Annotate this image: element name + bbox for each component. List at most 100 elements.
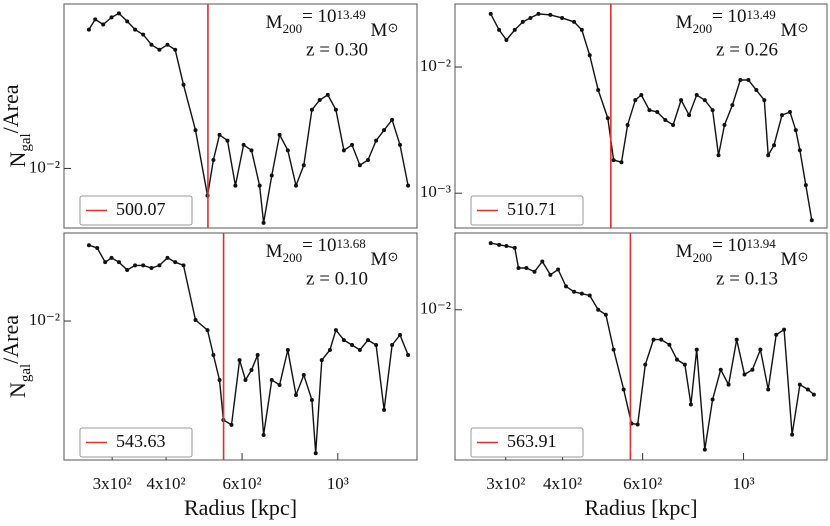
y-axis-label-part: gal [18, 364, 34, 382]
data-point [548, 272, 553, 277]
data-point [133, 27, 138, 32]
annotation-part: 200 [283, 250, 303, 265]
legend-box [79, 427, 193, 458]
data-point [285, 148, 290, 153]
data-point [655, 110, 660, 115]
x-tick-label: 10³ [732, 474, 754, 493]
data-point [95, 245, 100, 250]
data-point [109, 255, 114, 260]
y-tick-label: 10⁻² [420, 56, 451, 75]
plot-area [86, 233, 411, 460]
data-point [382, 407, 387, 412]
data-point [149, 265, 154, 270]
data-point [205, 328, 210, 333]
data-point [319, 358, 324, 363]
data-point [225, 138, 230, 143]
data-point [406, 353, 411, 358]
y-tick-label: 10⁻³ [420, 182, 451, 201]
data-point [165, 255, 170, 260]
annotation-part: ⊙ [387, 20, 398, 35]
x-tick-label: 4x10² [543, 474, 582, 493]
data-point [357, 347, 362, 352]
annotation-part: M [266, 241, 283, 262]
data-point [504, 37, 509, 42]
data-point [528, 15, 533, 20]
data-point [619, 160, 624, 165]
data-point [596, 88, 601, 93]
data-point [774, 332, 779, 337]
data-point [313, 451, 318, 456]
data-point [293, 392, 298, 397]
data-point [611, 158, 616, 163]
plot-area [488, 233, 816, 460]
data-point [564, 284, 569, 289]
data-point [688, 402, 693, 407]
data-point [86, 243, 91, 248]
data-point [116, 260, 121, 265]
data-point [366, 338, 371, 343]
data-point [382, 128, 387, 133]
data-point [710, 108, 715, 113]
data-point [257, 183, 262, 188]
data-point [86, 27, 91, 32]
x-axis-label: Radius [kpc] [584, 495, 697, 520]
data-point [327, 347, 332, 352]
data-point [277, 132, 282, 137]
data-point [317, 98, 322, 103]
data-point [782, 327, 787, 332]
data-point [643, 362, 648, 367]
data-point [193, 317, 198, 322]
y-tick-label: 10⁻² [420, 299, 451, 318]
annotation-part: = 10 [712, 6, 746, 27]
x-tick-label: 3x10² [486, 474, 525, 493]
data-point [406, 183, 411, 188]
data-point [497, 242, 502, 247]
data-point [285, 347, 290, 352]
data-point [125, 19, 130, 24]
annotation-part: = 10 [712, 235, 746, 256]
data-point [710, 397, 715, 402]
data-point [772, 143, 777, 148]
data-point [237, 358, 242, 363]
data-point [611, 347, 616, 352]
data-point [269, 377, 274, 382]
plot-area [488, 4, 814, 228]
y-tick-label: 10⁻² [29, 310, 60, 329]
y-axis-label-part: N [5, 382, 30, 398]
legend-box [470, 195, 584, 226]
data-point [758, 347, 763, 352]
data-point [805, 387, 810, 392]
data-point [694, 347, 699, 352]
data-point [639, 93, 644, 98]
legend-label: 510.71 [507, 199, 557, 219]
data-point [603, 312, 608, 317]
data-point [702, 447, 707, 452]
x-tick-label: 6x10² [223, 474, 262, 493]
data-point [572, 19, 577, 24]
data-point [217, 377, 222, 382]
y-axis-label-part: gal [18, 133, 34, 151]
data-point [249, 367, 254, 372]
data-point [350, 342, 355, 347]
data-point [633, 98, 638, 103]
data-point [398, 142, 403, 147]
data-point [301, 373, 306, 378]
data-point [157, 47, 162, 52]
data-point [679, 98, 684, 103]
plot-area [86, 4, 411, 228]
annotation-part: M [776, 20, 798, 41]
data-point [790, 432, 795, 437]
plot-frame [63, 3, 418, 229]
data-point [734, 337, 739, 342]
data-point [793, 128, 798, 133]
legend-label: 543.63 [116, 431, 166, 451]
legend-label: 500.07 [116, 199, 166, 219]
data-point [255, 353, 260, 358]
data-point [651, 337, 656, 342]
annotation-part: 200 [693, 250, 713, 265]
x-axis-label: Radius [kpc] [184, 495, 297, 520]
data-point [811, 392, 816, 397]
data-point [596, 307, 601, 312]
data-point [524, 265, 529, 270]
